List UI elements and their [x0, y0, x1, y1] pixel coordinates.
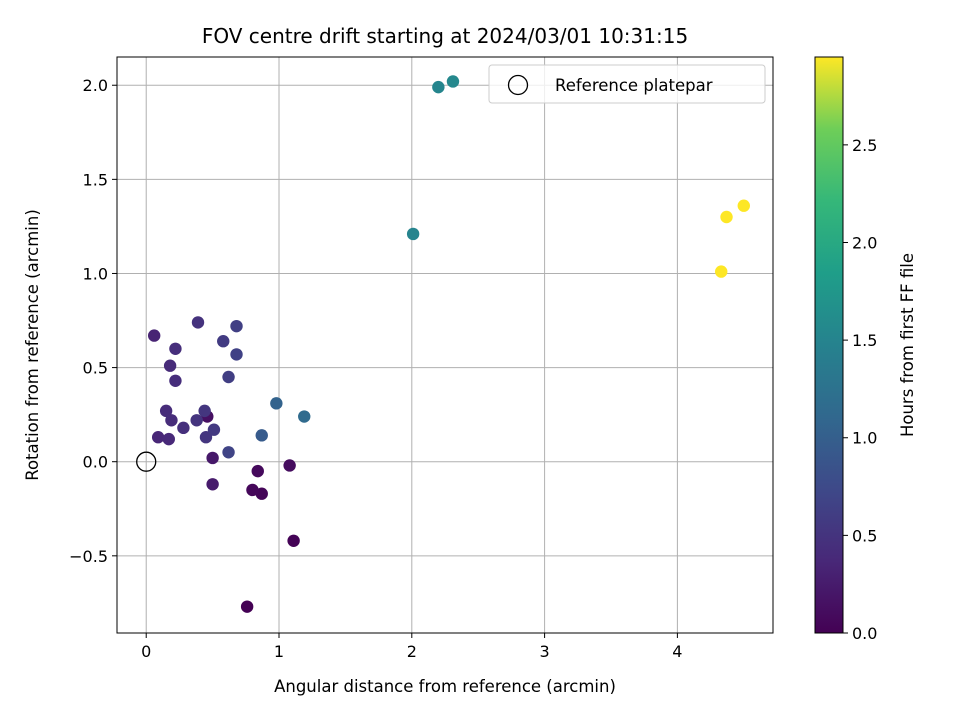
data-point	[255, 487, 268, 500]
y-tick-label: 1.0	[83, 264, 108, 283]
colorbar-tick-label: 2.5	[852, 136, 877, 155]
y-tick-label: 0.0	[83, 453, 108, 472]
y-tick-label: −0.5	[69, 547, 108, 566]
data-point	[151, 431, 165, 444]
data-point	[287, 534, 300, 547]
colorbar-tick-label: 1.0	[852, 429, 877, 448]
data-point	[406, 227, 420, 241]
data-point	[432, 80, 445, 94]
data-point	[222, 370, 235, 384]
colorbar-tick-label: 1.5	[852, 331, 877, 350]
data-point	[255, 429, 268, 442]
x-tick-label: 4	[672, 642, 682, 661]
data-point	[240, 600, 254, 613]
data-point	[222, 446, 235, 459]
x-tick-label: 2	[407, 642, 417, 661]
x-tick-label: 3	[540, 642, 550, 661]
colorbar-tick-label: 2.0	[852, 233, 877, 252]
x-tick-label: 1	[274, 642, 284, 661]
legend-box	[488, 64, 766, 104]
y-axis-label: Rotation from reference (arcmin)	[23, 209, 42, 481]
data-point	[163, 359, 177, 372]
data-point	[191, 316, 205, 329]
data-point	[207, 423, 221, 436]
colorbar-label: Hours from first FF file	[898, 253, 917, 437]
data-point	[169, 342, 182, 355]
x-axis-label: Angular distance from reference (arcmin)	[274, 677, 616, 696]
data-point	[720, 210, 733, 224]
data-point	[446, 75, 460, 88]
x-tick-label: 0	[141, 642, 151, 661]
data-point	[177, 421, 190, 435]
colorbar: 0.0 0.5 1.0 1.5 2.0 2.5 Hours from first FF f…	[814, 56, 917, 643]
data-point	[169, 374, 182, 387]
data-point	[737, 199, 750, 212]
data-point	[206, 451, 219, 465]
legend-marker	[507, 74, 529, 96]
colorbar-ticks: 0.0 0.5 1.0 1.5 2.0 2.5	[843, 136, 877, 643]
legend: Reference platepar	[488, 64, 766, 104]
legend-entry: Reference platepar	[555, 76, 713, 95]
data-point	[283, 459, 296, 472]
reference-point	[136, 451, 157, 472]
plot-frame	[116, 56, 774, 634]
data-point	[715, 265, 728, 278]
data-point	[251, 464, 264, 478]
data-point	[162, 432, 175, 446]
data-point	[159, 404, 173, 418]
data-point	[199, 431, 213, 444]
chart-title: FOV centre drift starting at 2024/03/01 …	[202, 24, 688, 48]
data-points	[147, 75, 750, 613]
y-axis: −0.5 0.0 0.5 1.0 1.5 2.0	[69, 76, 117, 566]
data-point	[190, 414, 203, 427]
data-point	[165, 414, 178, 427]
x-axis: 0 1 2 3 4	[141, 633, 682, 661]
y-tick-label: 1.5	[83, 170, 108, 189]
colorbar-tick-label: 0.5	[852, 526, 877, 545]
data-point	[230, 348, 243, 361]
y-tick-label: 0.5	[83, 359, 108, 378]
data-point	[230, 319, 243, 333]
colorbar-tick-label: 0.0	[852, 624, 877, 643]
data-point	[206, 478, 219, 491]
data-point	[217, 335, 230, 348]
data-point	[147, 329, 161, 342]
data-point	[246, 483, 259, 497]
y-tick-label: 2.0	[83, 76, 108, 95]
data-point	[270, 397, 283, 410]
colorbar-gradient	[814, 56, 844, 634]
grid	[117, 57, 773, 633]
data-point	[298, 410, 311, 423]
data-point	[198, 404, 211, 418]
reference-marker	[136, 451, 157, 472]
